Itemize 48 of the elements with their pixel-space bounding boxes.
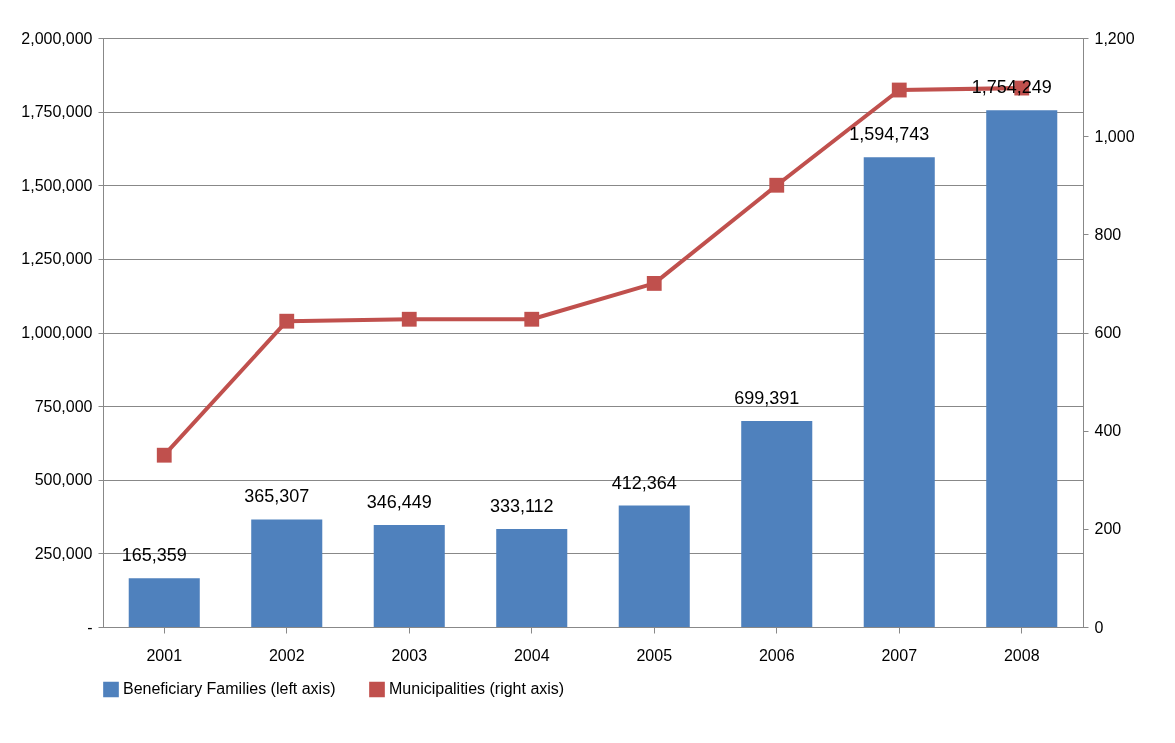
- y2-tick-label: 0: [1094, 618, 1104, 636]
- x-tick-label: 2006: [758, 646, 795, 664]
- data-label: 699,391: [734, 388, 800, 409]
- y2-tick-label: 1,000: [1094, 127, 1135, 145]
- point: [524, 311, 540, 327]
- data-label: 412,364: [611, 472, 677, 493]
- y-tick-label: 750,000: [34, 397, 93, 415]
- bar: [128, 578, 200, 627]
- data-label: 365,307: [244, 486, 310, 507]
- y-tick-label: 250,000: [34, 544, 93, 562]
- bar: [986, 110, 1058, 627]
- data-label: 1,594,743: [849, 124, 930, 145]
- y-tick-label: -: [87, 618, 93, 636]
- data-label: 346,449: [366, 491, 432, 512]
- point: [401, 311, 417, 327]
- x-tick-label: 2008: [1003, 646, 1040, 664]
- y-tick-label: 1,250,000: [21, 250, 93, 268]
- bar: [618, 505, 690, 627]
- legend-label: Beneficiary Families (left axis): [123, 680, 336, 698]
- x-tick-label: 2002: [268, 646, 305, 664]
- bar: [496, 528, 568, 627]
- y-tick-label: 1,500,000: [21, 176, 93, 194]
- data-label: 165,359: [121, 545, 187, 566]
- y2-tick-label: 600: [1094, 324, 1122, 341]
- point: [646, 276, 662, 291]
- data-label: 333,112: [489, 495, 554, 516]
- x-tick-label: 2005: [636, 646, 673, 664]
- y2-tick-label: 800: [1094, 225, 1122, 243]
- point: [156, 447, 172, 463]
- point: [769, 177, 785, 193]
- x-tick-label: 2001: [146, 646, 183, 664]
- y2-tick-label: 400: [1094, 422, 1122, 440]
- bar: [863, 157, 935, 627]
- x-tick-label: 2003: [391, 646, 428, 664]
- point: [279, 313, 295, 329]
- y-tick-label: 2,000,000: [21, 29, 93, 47]
- y2-tick-label: 1,200: [1094, 29, 1135, 47]
- x-tick-label: 2004: [513, 646, 550, 664]
- y-tick-label: 1,750,000: [21, 103, 93, 121]
- y-tick-label: 500,000: [34, 471, 93, 489]
- y2-tick-label: 200: [1094, 520, 1122, 538]
- legend-label: Municipalities (right axis): [389, 680, 565, 698]
- bar: [741, 421, 813, 627]
- x-tick-label: 2007: [881, 646, 918, 664]
- bar: [251, 519, 323, 627]
- y-tick-label: 1,000,000: [21, 324, 93, 341]
- bar: [373, 524, 445, 627]
- point: [891, 82, 907, 98]
